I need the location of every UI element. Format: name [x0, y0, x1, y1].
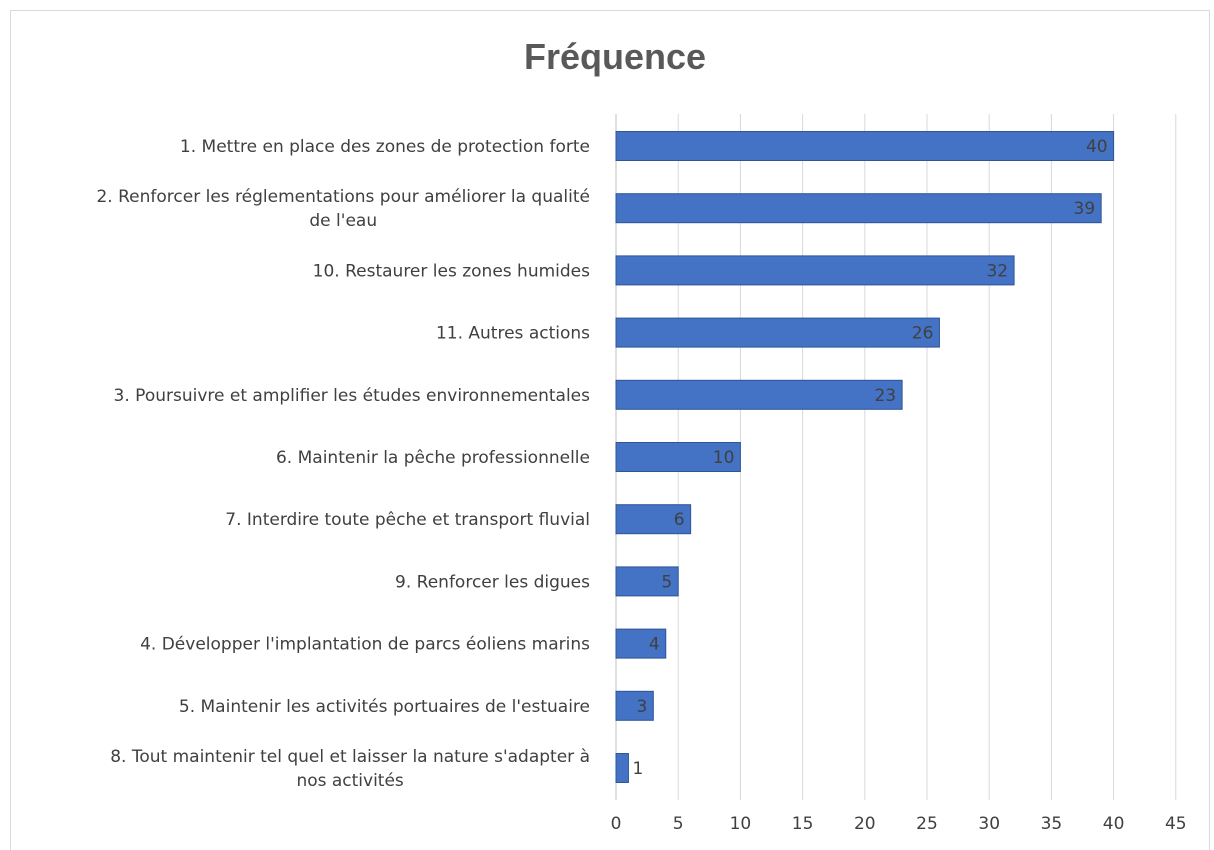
- category-label: 6. Maintenir la pêche professionnelle: [276, 448, 590, 468]
- bar: [615, 255, 1015, 286]
- x-tick-label: 10: [730, 814, 752, 834]
- bar: [615, 628, 667, 659]
- category-label: 11. Autres actions: [436, 324, 590, 344]
- bar: [615, 317, 940, 348]
- bar: [615, 193, 1102, 224]
- data-label: 1: [632, 759, 643, 779]
- x-tick-label: 35: [1041, 814, 1063, 834]
- data-label: 26: [912, 324, 934, 344]
- bar: [615, 690, 654, 721]
- category-label: 5. Maintenir les activités portuaires de…: [179, 697, 590, 717]
- category-label: 9. Renforcer les digues: [395, 572, 590, 592]
- data-label: 10: [713, 448, 735, 468]
- data-label: 39: [1074, 199, 1096, 219]
- category-label: 4. Développer l'implantation de parcs éo…: [140, 635, 590, 655]
- data-label: 40: [1086, 137, 1108, 157]
- category-label: 8. Tout maintenir tel quel et laisser la…: [110, 747, 590, 791]
- data-label: 5: [661, 572, 672, 592]
- x-tick-label: 30: [978, 814, 1000, 834]
- x-tick-label: 20: [854, 814, 876, 834]
- bar: [615, 566, 679, 597]
- x-tick-label: 25: [916, 814, 938, 834]
- data-label: 3: [636, 697, 647, 717]
- category-label: 10. Restaurer les zones humides: [313, 261, 590, 281]
- bar: [615, 504, 692, 535]
- data-label: 32: [986, 261, 1008, 281]
- x-tick-label: 0: [611, 814, 622, 834]
- category-label: 7. Interdire toute pêche et transport fl…: [225, 510, 590, 530]
- x-tick-label: 40: [1103, 814, 1125, 834]
- data-label: 6: [674, 510, 685, 530]
- bar: [615, 753, 629, 783]
- bar: [615, 131, 1115, 161]
- category-label: 2. Renforcer les réglementations pour am…: [96, 187, 590, 231]
- x-tick-label: 5: [673, 814, 684, 834]
- category-label: 1. Mettre en place des zones de protecti…: [180, 137, 590, 157]
- x-tick-label: 45: [1165, 814, 1187, 834]
- x-tick-label: 15: [792, 814, 814, 834]
- bar: [615, 442, 741, 472]
- data-label: 23: [874, 386, 896, 406]
- chart-title: Fréquence: [523, 36, 707, 77]
- data-label: 4: [649, 635, 660, 655]
- category-label: 3. Poursuivre et amplifier les études en…: [114, 386, 591, 406]
- bar: [615, 379, 903, 410]
